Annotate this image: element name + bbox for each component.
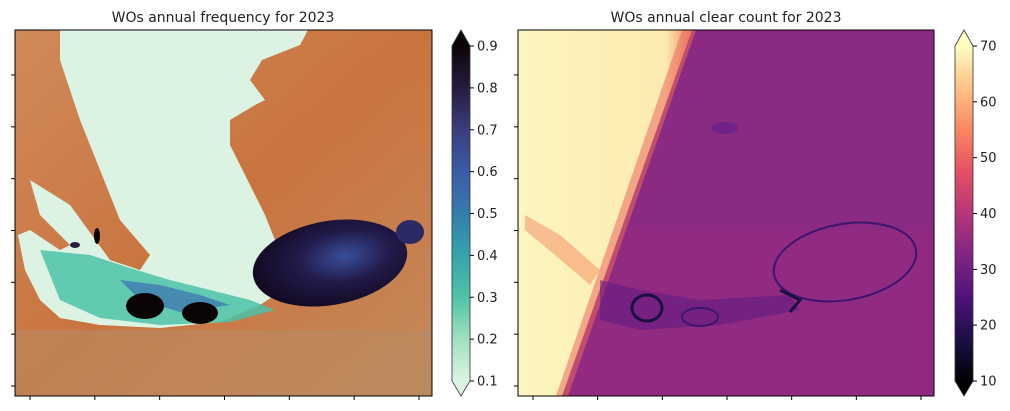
colorbar-extend-min-arrow: [452, 381, 470, 396]
clear-count-map: [518, 30, 934, 396]
colorbar-tick-label: 20: [980, 319, 997, 334]
frequency-map: [15, 30, 432, 396]
colorbar-tick-label: 0.5: [477, 207, 498, 222]
colorbar-extend-min-arrow: [955, 381, 973, 396]
colorbar-tick-label: 10: [980, 375, 997, 390]
colorbar-tick-label: 70: [980, 40, 997, 55]
low-frequency-region: [18, 30, 308, 328]
colorbar-tick-label: 30: [980, 263, 997, 278]
colorbar-tick-label: 0.9: [477, 40, 498, 55]
left-axis-ticks: [11, 74, 420, 400]
small-lake-1: [126, 293, 164, 319]
colorbar-tick-label: 0.7: [477, 123, 498, 138]
colorbar-tick-label: 0.8: [477, 81, 498, 96]
left-colorbar: 0.1 0.2 0.3 0.4 0.5 0.6 0.7 0.8 0.9: [451, 29, 498, 397]
right-panel-title: WOs annual clear count for 2023: [611, 10, 842, 26]
small-lake-2: [182, 302, 218, 324]
large-lake: [252, 219, 408, 307]
colorbar-tick-label: 0.4: [477, 249, 498, 264]
right-axis-ticks: [514, 74, 922, 400]
right-axes-frame: [517, 29, 935, 397]
colorbar-extend-max-arrow: [955, 30, 973, 46]
left-axes-frame: [14, 29, 433, 397]
colorbar-tick-label: 0.6: [477, 165, 498, 180]
colorbar-tick-label: 0.3: [477, 291, 498, 306]
right-colorbar: 10 20 30 40 50 60 70: [954, 29, 997, 397]
colorbar-tick-label: 60: [980, 95, 997, 110]
right-colorbar-gradient: [955, 46, 973, 381]
colorbar-extend-max-arrow: [452, 30, 470, 46]
colorbar-tick-label: 50: [980, 151, 997, 166]
left-colorbar-gradient: [452, 46, 470, 381]
colorbar-tick-label: 0.2: [477, 333, 498, 348]
left-panel-title: WOs annual frequency for 2023: [112, 10, 335, 26]
high-count-band: [518, 30, 692, 396]
colorbar-tick-label: 40: [980, 207, 997, 222]
colorbar-tick-label: 0.1: [477, 375, 498, 390]
